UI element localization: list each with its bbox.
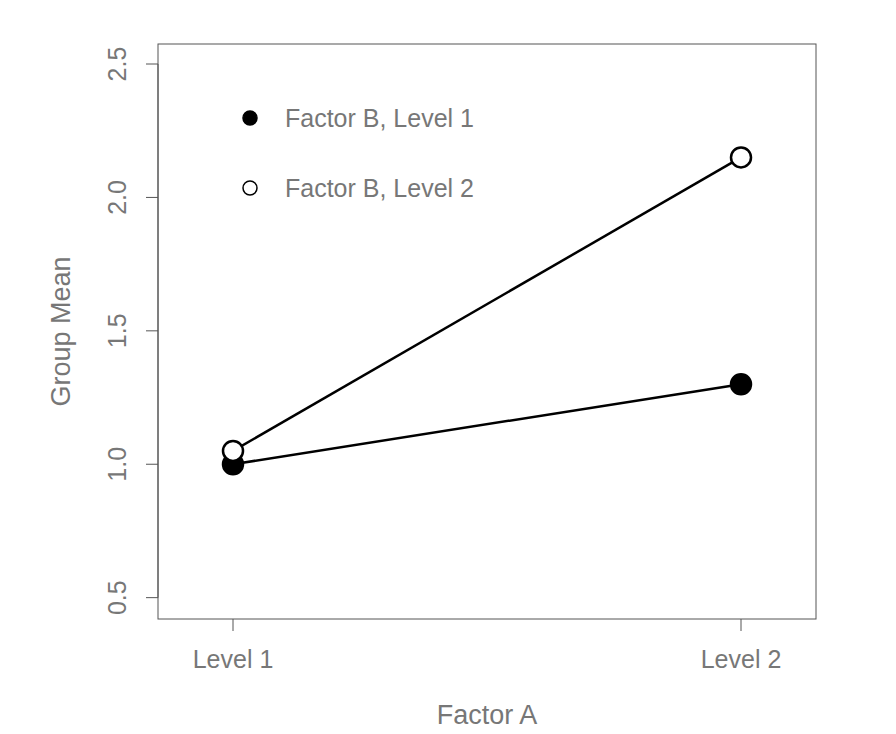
x-tick: [741, 619, 742, 631]
point: [223, 441, 243, 461]
x-tick-label: Level 1: [193, 645, 274, 673]
x-tick: [233, 619, 234, 631]
point: [731, 147, 751, 167]
y-tick: [146, 197, 158, 198]
y-tick: [146, 330, 158, 331]
legend-marker: [243, 111, 257, 125]
y-tick-label: 2.0: [103, 180, 131, 215]
legend-label: Factor B, Level 2: [285, 174, 474, 202]
x-tick-label: Level 2: [701, 645, 782, 673]
series-line: [233, 157, 741, 451]
legend-label: Factor B, Level 1: [285, 104, 474, 132]
series-line: [233, 384, 741, 464]
point: [731, 374, 751, 394]
y-tick-label: 0.5: [103, 580, 131, 615]
chart: 0.5 1.0 1.5 2.0 2.5 Level 1 Level 2 Factor A Gro…: [0, 0, 896, 734]
y-tick: [146, 597, 158, 598]
y-tick-label: 2.5: [103, 47, 131, 82]
y-tick-label: 1.0: [103, 447, 131, 482]
plot-area: [223, 147, 751, 474]
legend-marker: [243, 181, 257, 195]
y-tick-label: 1.5: [103, 313, 131, 348]
y-tick: [146, 464, 158, 465]
y-tick: [146, 64, 158, 65]
y-axis-title: Group Mean: [46, 256, 76, 406]
x-axis-title: Factor A: [437, 700, 538, 730]
y-axis-line: [158, 64, 159, 598]
plot-frame: [158, 44, 816, 619]
